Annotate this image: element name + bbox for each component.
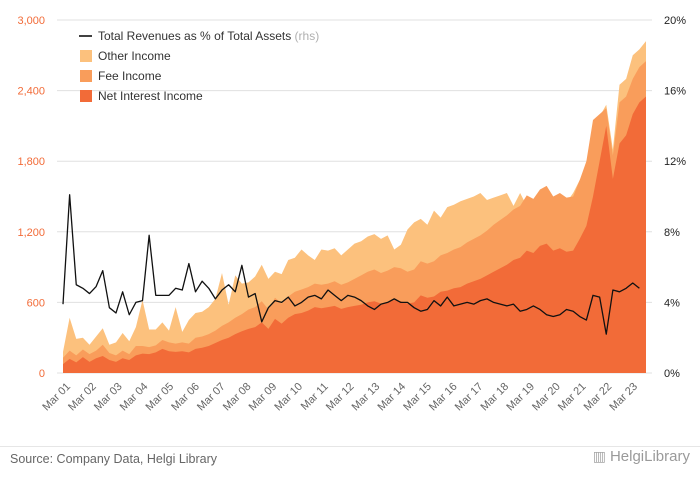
x-tick-label: Mar 01 <box>40 381 73 414</box>
y-left-tick-label: 2,400 <box>17 86 45 98</box>
y-right-tick-label: 12% <box>664 156 686 168</box>
x-tick-label: Mar 15 <box>401 381 434 414</box>
legend-swatch <box>80 50 92 62</box>
x-tick-label: Mar 20 <box>530 381 563 414</box>
x-tick-label: Mar 19 <box>504 381 537 414</box>
y-right-tick-label: 4% <box>664 297 680 309</box>
x-tick-label: Mar 08 <box>221 381 254 414</box>
x-tick-label: Mar 23 <box>607 381 640 414</box>
legend-label: Net Interest Income <box>98 89 203 103</box>
x-tick-label: Mar 04 <box>118 381 151 414</box>
y-left-tick-label: 3,000 <box>17 15 45 27</box>
x-tick-label: Mar 06 <box>169 381 202 414</box>
legend-label: Fee Income <box>98 69 162 83</box>
x-tick-label: Mar 14 <box>375 381 408 414</box>
x-tick-label: Mar 03 <box>92 381 125 414</box>
x-tick-label: Mar 10 <box>272 381 305 414</box>
y-axis-right: 0% 4% 8% 12% 16% 20% <box>664 15 686 380</box>
x-tick-label: Mar 17 <box>453 381 486 414</box>
y-right-tick-label: 16% <box>664 86 686 98</box>
logo-text: HelgiLibrary <box>609 448 690 465</box>
footer-divider <box>0 446 700 447</box>
line-series <box>62 194 640 335</box>
legend-rhs-suffix: (rhs) <box>291 29 319 43</box>
chart: 0 600 1,200 1,800 2,400 3,000 0% 4% 8% 12% 16% 20%… <box>17 15 686 414</box>
y-right-tick-label: 0% <box>664 368 680 380</box>
x-tick-label: Mar 12 <box>324 381 357 414</box>
y-right-tick-label: 8% <box>664 227 680 239</box>
legend: Total Revenues as % of Total Assets (rhs… <box>79 29 319 103</box>
x-tick-label: Mar 21 <box>556 381 589 414</box>
x-tick-label: Mar 18 <box>479 381 512 414</box>
x-tick-label: Mar 07 <box>195 381 228 414</box>
x-tick-label: Mar 16 <box>427 381 460 414</box>
y-left-tick-label: 1,800 <box>17 156 45 168</box>
x-tick-label: Mar 05 <box>144 381 177 414</box>
y-axis-left: 0 600 1,200 1,800 2,400 3,000 <box>17 15 45 380</box>
y-left-tick-label: 1,200 <box>17 227 45 239</box>
total-revenues-pct-line <box>62 194 640 335</box>
source-note: Source: Company Data, Helgi Library <box>10 452 218 466</box>
y-left-tick-label: 0 <box>39 368 45 380</box>
y-right-tick-label: 20% <box>664 15 686 27</box>
legend-label: Total Revenues as % of Total Assets (rhs… <box>98 29 319 43</box>
legend-label: Other Income <box>98 49 171 63</box>
legend-swatch <box>80 90 92 102</box>
x-tick-label: Mar 02 <box>66 381 99 414</box>
x-tick-label: Mar 22 <box>582 381 615 414</box>
y-left-tick-label: 600 <box>27 297 45 309</box>
x-tick-label: Mar 09 <box>247 381 280 414</box>
helgi-library-logo[interactable]: ▥ HelgiLibrary <box>593 448 690 465</box>
x-tick-label: Mar 13 <box>350 381 383 414</box>
library-building-icon: ▥ <box>592 448 606 464</box>
legend-swatch <box>80 70 92 82</box>
